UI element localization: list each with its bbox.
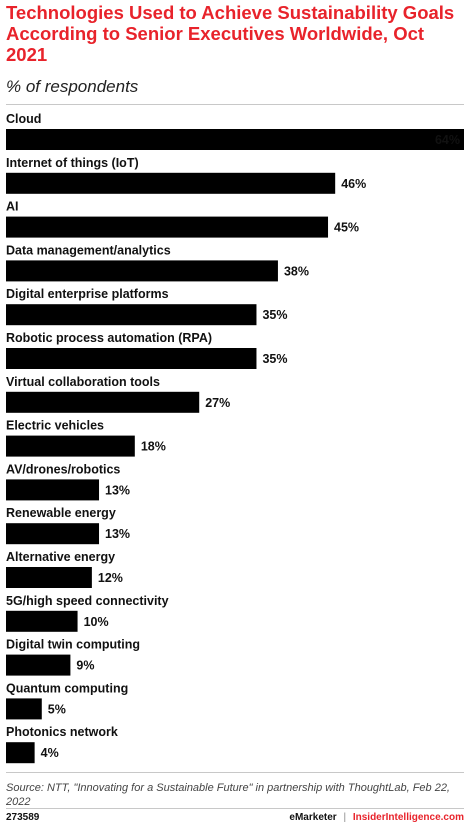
value-label: 35%: [262, 308, 287, 322]
bar: [6, 567, 92, 588]
bar: [6, 129, 464, 150]
bar: [6, 304, 257, 326]
category-label: Digital enterprise platforms: [6, 287, 169, 301]
category-label: Electric vehicles: [6, 419, 104, 433]
category-label: Data management/analytics: [6, 243, 171, 257]
value-label: 35%: [262, 352, 287, 366]
bar: [6, 742, 35, 764]
bar: [6, 172, 336, 194]
bar: [6, 654, 71, 676]
category-label: Quantum computing: [6, 681, 128, 695]
source-note: Source: NTT, "Innovating for a Sustainab…: [6, 782, 450, 808]
bar: [6, 260, 278, 282]
brand-emarketer: eMarketer: [289, 812, 337, 823]
brand-insider-link[interactable]: InsiderIntelligence.com: [352, 812, 464, 823]
bar: [6, 348, 257, 369]
brand-credit: eMarketer | InsiderIntelligence.com: [289, 812, 464, 823]
header-divider: [6, 104, 464, 105]
value-label: 13%: [105, 483, 130, 497]
value-label: 18%: [141, 440, 166, 454]
footer-divider: [6, 772, 464, 773]
bar: [6, 216, 329, 238]
category-label: Renewable energy: [6, 506, 116, 520]
category-label: AI: [6, 200, 19, 214]
category-label: 5G/high speed connectivity: [6, 594, 169, 608]
value-label: 46%: [341, 177, 366, 191]
chart-id: 273589: [6, 812, 40, 823]
value-label: 10%: [84, 615, 109, 629]
value-label: 5%: [48, 702, 66, 716]
bar: [6, 479, 100, 501]
chart-subtitle: % of respondents: [6, 77, 139, 96]
bar: [6, 698, 42, 720]
category-label: Photonics network: [6, 725, 118, 739]
value-label: 4%: [41, 746, 59, 760]
category-label: AV/drones/robotics: [6, 462, 120, 476]
value-label: 27%: [205, 396, 230, 410]
footer-bottom-divider: [6, 808, 464, 809]
value-label: 45%: [334, 221, 359, 235]
brand-separator: |: [343, 812, 347, 823]
category-label: Alternative energy: [6, 550, 115, 564]
category-label: Robotic process automation (RPA): [6, 331, 212, 345]
value-label: 64%: [435, 133, 460, 147]
value-label: 9%: [76, 659, 94, 673]
bar-chart: Cloud 64% Internet of things (IoT) 46% AI 45%…: [6, 112, 464, 764]
bar: [6, 435, 135, 457]
category-label: Digital twin computing: [6, 638, 140, 652]
bar: [6, 523, 100, 545]
category-label: Virtual collaboration tools: [6, 375, 160, 389]
value-label: 13%: [105, 527, 130, 541]
category-label: Cloud: [6, 112, 41, 126]
value-label: 38%: [284, 264, 309, 278]
value-label: 12%: [98, 571, 123, 585]
chart-title: Technologies Used to Achieve Sustainabil…: [6, 2, 455, 65]
bar: [6, 610, 78, 632]
bar: [6, 391, 200, 413]
category-label: Internet of things (IoT): [6, 156, 139, 170]
